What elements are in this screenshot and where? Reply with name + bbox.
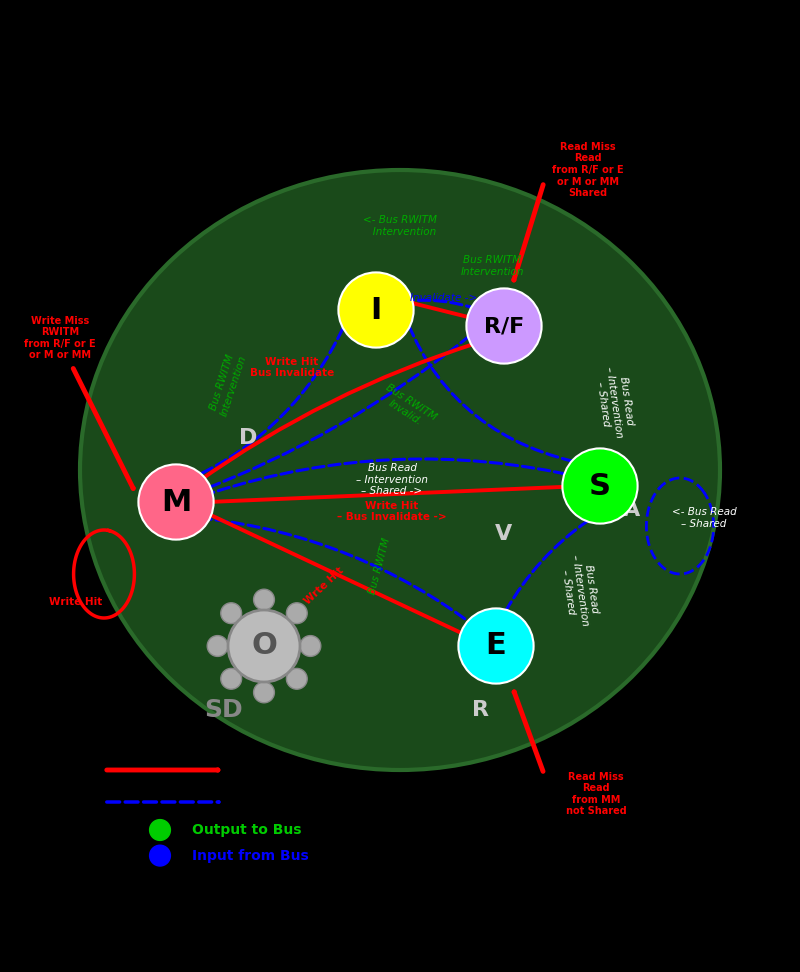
Text: Bus Read
– Intervention
– Shared: Bus Read – Intervention – Shared — [593, 364, 636, 440]
Text: E: E — [486, 632, 506, 661]
Circle shape — [286, 669, 307, 689]
Circle shape — [562, 448, 638, 524]
Circle shape — [207, 636, 228, 656]
Ellipse shape — [80, 170, 720, 770]
Text: Bus RWITM: Bus RWITM — [368, 537, 392, 596]
Text: Wrte Hit: Wrte Hit — [302, 566, 346, 607]
Circle shape — [150, 819, 170, 841]
Text: A: A — [623, 500, 641, 520]
Circle shape — [254, 682, 274, 703]
Circle shape — [458, 608, 534, 683]
Text: SD: SD — [205, 698, 243, 722]
Text: R/F: R/F — [484, 316, 524, 336]
Text: V: V — [495, 524, 513, 544]
Circle shape — [221, 603, 242, 624]
Text: Invalidate ->: Invalidate -> — [410, 293, 478, 303]
Circle shape — [338, 272, 414, 348]
Text: Bus RWITM
Invalid.: Bus RWITM Invalid. — [378, 383, 438, 433]
Circle shape — [286, 603, 307, 624]
Text: <- Bus RWITM
   Intervention: <- Bus RWITM Intervention — [363, 215, 437, 237]
Text: <- Bus Read
– Shared: <- Bus Read – Shared — [672, 507, 736, 529]
Text: Write Miss
RWITM
from R/F or E
or M or MM: Write Miss RWITM from R/F or E or M or M… — [24, 316, 96, 361]
Text: Input from Bus: Input from Bus — [192, 849, 309, 862]
Text: R: R — [471, 700, 489, 720]
Circle shape — [150, 846, 170, 866]
Text: Write Hit
– Bus Invalidate ->: Write Hit – Bus Invalidate -> — [337, 501, 447, 522]
Text: Bus RWITM
Intervention: Bus RWITM Intervention — [460, 256, 524, 277]
Text: Bus Read
– Intervention
– Shared ->: Bus Read – Intervention – Shared -> — [356, 463, 428, 496]
Circle shape — [221, 669, 242, 689]
Text: M: M — [161, 488, 191, 516]
Circle shape — [300, 636, 321, 656]
Circle shape — [138, 465, 214, 539]
Text: Write Hit
Bus Invalidate: Write Hit Bus Invalidate — [250, 357, 334, 378]
Text: Bus Read
– Intervention
– Shared: Bus Read – Intervention – Shared — [558, 552, 602, 628]
Text: D: D — [239, 428, 257, 448]
Circle shape — [254, 589, 274, 610]
Text: Write Hit: Write Hit — [50, 597, 102, 607]
Circle shape — [228, 610, 300, 682]
Text: I: I — [370, 295, 382, 325]
Text: O: O — [251, 632, 277, 661]
Text: Output to Bus: Output to Bus — [192, 823, 302, 837]
Circle shape — [466, 289, 542, 364]
Text: S: S — [589, 471, 611, 501]
Text: Bus RWITM
Intervention: Bus RWITM Intervention — [208, 351, 248, 418]
Text: Read Miss
Read
from MM
not Shared: Read Miss Read from MM not Shared — [566, 772, 626, 816]
Text: Read Miss
Read
from R/F or E
or M or MM
Shared: Read Miss Read from R/F or E or M or MM … — [552, 142, 624, 198]
